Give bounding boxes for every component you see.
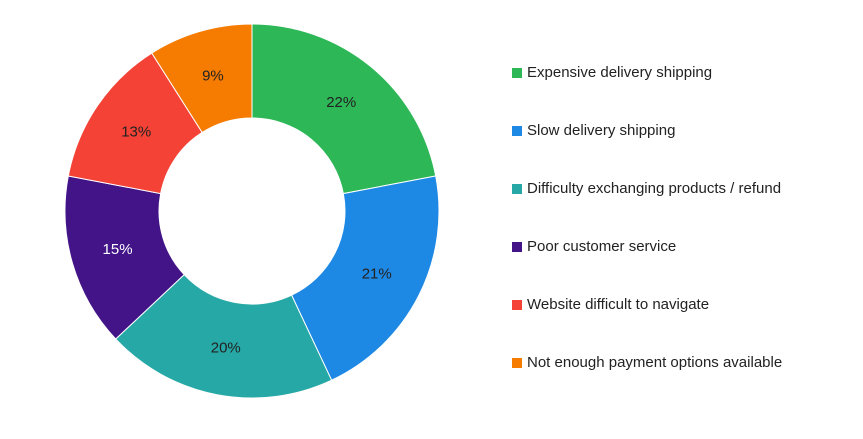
legend-swatch bbox=[512, 184, 522, 194]
donut-slice bbox=[64, 175, 185, 340]
donut-slice bbox=[114, 273, 333, 399]
data-label: 21% bbox=[362, 266, 392, 283]
legend-swatch bbox=[512, 300, 522, 310]
legend-label: Website difficult to navigate bbox=[527, 296, 709, 313]
legend-swatch bbox=[512, 68, 522, 78]
legend-label: Expensive delivery shipping bbox=[527, 64, 712, 81]
donut-slice bbox=[251, 23, 437, 195]
data-label: 15% bbox=[103, 241, 133, 258]
data-label: 13% bbox=[121, 123, 151, 140]
data-label: 9% bbox=[202, 68, 224, 85]
legend-label: Poor customer service bbox=[527, 238, 676, 255]
donut-slice bbox=[151, 23, 253, 134]
legend-label: Slow delivery shipping bbox=[527, 122, 675, 139]
legend-swatch bbox=[512, 358, 522, 368]
legend-label: Not enough payment options available bbox=[527, 354, 782, 371]
donut-slice bbox=[290, 175, 440, 381]
data-label: 22% bbox=[326, 94, 356, 111]
data-label: 20% bbox=[211, 339, 241, 356]
legend-swatch bbox=[512, 242, 522, 252]
legend-swatch bbox=[512, 126, 522, 136]
legend-label: Difficulty exchanging products / refund bbox=[527, 180, 781, 197]
